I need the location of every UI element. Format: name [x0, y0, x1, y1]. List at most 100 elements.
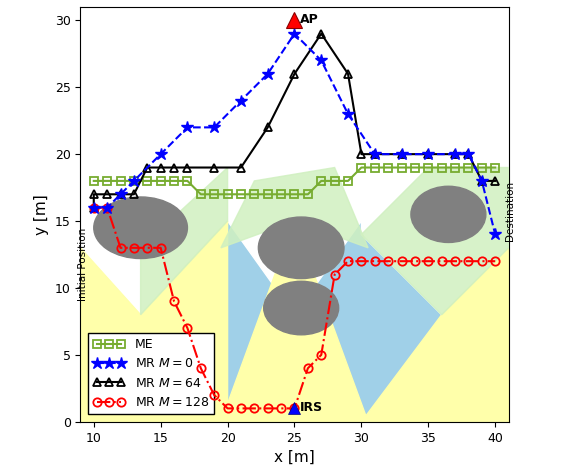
- MR $M=64$: [117, 192, 124, 197]
- MR $M=0$: [318, 58, 325, 63]
- Text: IRS: IRS: [300, 401, 323, 414]
- MR $M=64$: [104, 192, 111, 197]
- X-axis label: x [m]: x [m]: [274, 450, 315, 465]
- ME: [398, 165, 405, 170]
- MR $M=128$: [130, 245, 137, 251]
- ME: [438, 165, 445, 170]
- ME: [304, 192, 311, 197]
- Y-axis label: y [m]: y [m]: [34, 194, 49, 235]
- MR $M=64$: [184, 165, 191, 170]
- ME: [411, 165, 418, 170]
- MR $M=128$: [117, 245, 124, 251]
- MR $M=128$: [478, 258, 485, 264]
- MR $M=128$: [211, 392, 218, 398]
- Line: MR $M=128$: MR $M=128$: [89, 203, 499, 413]
- ME: [318, 178, 325, 184]
- ME: [425, 165, 432, 170]
- Polygon shape: [81, 7, 227, 315]
- MR $M=128$: [492, 258, 499, 264]
- ME: [211, 192, 218, 197]
- Legend: ME, MR $M=0$, MR $M=64$, MR $M=128$: ME, MR $M=0$, MR $M=64$, MR $M=128$: [88, 333, 214, 414]
- MR $M=64$: [237, 165, 244, 170]
- MR $M=128$: [144, 245, 151, 251]
- MR $M=128$: [304, 365, 311, 371]
- ME: [157, 178, 164, 184]
- ME: [331, 178, 338, 184]
- MR $M=128$: [184, 325, 191, 331]
- ME: [90, 178, 97, 184]
- MR $M=128$: [331, 272, 338, 278]
- MR $M=128$: [251, 405, 258, 411]
- ME: [171, 178, 177, 184]
- MR $M=64$: [398, 152, 405, 157]
- MR $M=64$: [452, 152, 459, 157]
- MR $M=64$: [371, 152, 378, 157]
- MR $M=128$: [438, 258, 445, 264]
- ME: [197, 192, 204, 197]
- Line: MR $M=0$: MR $M=0$: [88, 27, 502, 241]
- MR $M=0$: [237, 98, 244, 103]
- MR $M=128$: [452, 258, 459, 264]
- MR $M=64$: [291, 71, 298, 76]
- MR $M=128$: [358, 258, 365, 264]
- Polygon shape: [361, 168, 509, 315]
- MR $M=0$: [345, 111, 351, 117]
- MR $M=64$: [264, 125, 271, 130]
- MR $M=128$: [371, 258, 378, 264]
- MR $M=128$: [465, 258, 472, 264]
- MR $M=0$: [398, 152, 405, 157]
- ME: [117, 178, 124, 184]
- ME: [358, 165, 365, 170]
- Polygon shape: [81, 7, 509, 422]
- MR $M=64$: [358, 152, 365, 157]
- ME: [144, 178, 151, 184]
- Polygon shape: [361, 7, 509, 315]
- ME: [492, 165, 499, 170]
- MR $M=128$: [157, 245, 164, 251]
- Line: MR $M=64$: MR $M=64$: [89, 30, 499, 212]
- MR $M=64$: [425, 152, 432, 157]
- MR $M=128$: [318, 352, 325, 358]
- MR $M=128$: [90, 205, 97, 211]
- MR $M=64$: [345, 71, 351, 76]
- ME: [224, 192, 231, 197]
- MR $M=64$: [157, 165, 164, 170]
- MR $M=0$: [492, 232, 499, 237]
- ME: [371, 165, 378, 170]
- ME: [478, 165, 485, 170]
- MR $M=64$: [465, 152, 472, 157]
- MR $M=0$: [157, 152, 164, 157]
- MR $M=128$: [385, 258, 392, 264]
- MR $M=0$: [184, 125, 191, 130]
- MR $M=128$: [104, 205, 111, 211]
- MR $M=0$: [130, 178, 137, 184]
- ME: [130, 178, 137, 184]
- MR $M=64$: [130, 192, 137, 197]
- MR $M=64$: [90, 192, 97, 197]
- Polygon shape: [361, 248, 509, 422]
- MR $M=64$: [318, 31, 325, 36]
- MR $M=128$: [398, 258, 405, 264]
- MR $M=0$: [211, 125, 218, 130]
- MR $M=0$: [371, 152, 378, 157]
- MR $M=0$: [291, 31, 298, 36]
- Ellipse shape: [411, 186, 486, 243]
- ME: [278, 192, 285, 197]
- ME: [291, 192, 298, 197]
- ME: [251, 192, 258, 197]
- ME: [264, 192, 271, 197]
- ME: [104, 178, 111, 184]
- MR $M=0$: [425, 152, 432, 157]
- ME: [184, 178, 191, 184]
- ME: [385, 165, 392, 170]
- Line: ME: ME: [89, 163, 499, 198]
- ME: [452, 165, 459, 170]
- MR $M=128$: [264, 405, 271, 411]
- MR $M=0$: [452, 152, 459, 157]
- MR $M=128$: [425, 258, 432, 264]
- MR $M=64$: [171, 165, 177, 170]
- MR $M=0$: [117, 192, 124, 197]
- MR $M=128$: [345, 258, 351, 264]
- Polygon shape: [81, 221, 227, 422]
- Text: Initial Position: Initial Position: [78, 228, 88, 301]
